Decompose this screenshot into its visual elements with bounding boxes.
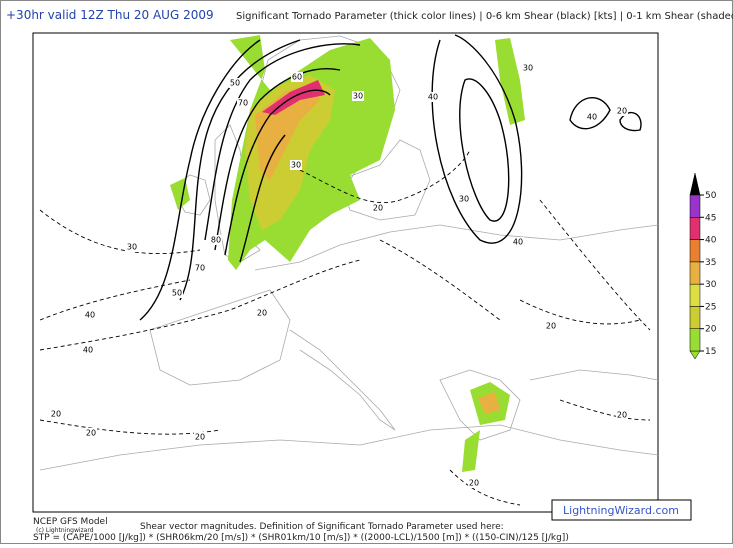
contour-label: 20 xyxy=(617,107,627,116)
label-bg xyxy=(522,63,534,73)
contour-label: 30 xyxy=(353,92,363,101)
shear-contours xyxy=(139,34,642,321)
contour-label: 40 xyxy=(83,346,93,355)
label-bg xyxy=(171,288,183,298)
contour-label: 20 xyxy=(257,309,267,318)
colorbar: 15 20 25 30 35 40 45 50 xyxy=(689,172,717,360)
contour-labels: 50 60 70 30 40 40 30 20 30 40 50 80 70 40 30 20 20 20 20 20… xyxy=(50,63,628,488)
colorbar-label: 45 xyxy=(705,213,716,223)
label-bg xyxy=(126,242,138,252)
label-bg xyxy=(512,237,524,247)
contour-label: 20 xyxy=(86,429,96,438)
label-bg xyxy=(194,263,206,273)
contour-label: 30 xyxy=(523,64,533,73)
shade-15 xyxy=(495,38,525,125)
contour-label: 20 xyxy=(469,479,479,488)
contour-label: 50 xyxy=(172,289,182,298)
shade-15 xyxy=(462,430,480,472)
map-area: 50 60 70 30 40 40 30 20 30 40 50 80 70 40 30 20 20 20 20 20… xyxy=(32,32,659,513)
contour-label: 40 xyxy=(85,311,95,320)
colorbar-band xyxy=(689,239,701,263)
colorbar-label: 40 xyxy=(705,236,717,246)
label-bg xyxy=(82,345,94,355)
label-bg xyxy=(352,91,364,101)
contour-label: 50 xyxy=(230,79,240,88)
colorbar-band xyxy=(689,217,701,240)
colorbar-band xyxy=(689,194,701,218)
contour-label: 70 xyxy=(195,264,205,273)
description: Significant Tornado Parameter (thick col… xyxy=(236,11,733,22)
label-bg xyxy=(290,160,302,170)
copyright: (c) Lightningwizard xyxy=(36,527,94,534)
contour-label: 20 xyxy=(195,433,205,442)
site: LightningWizard.com xyxy=(563,504,679,517)
low-level-contours xyxy=(39,149,651,506)
label-bg xyxy=(372,203,384,213)
label-bg xyxy=(85,428,97,438)
valid-time: +30hr valid 12Z Thu 20 AUG 2009 xyxy=(6,8,214,22)
label-bg xyxy=(237,98,249,108)
colorbar-label: 20 xyxy=(705,325,717,335)
contour-label: 40 xyxy=(587,113,597,122)
label-bg xyxy=(210,235,222,245)
label-bg xyxy=(229,78,241,88)
label-bg xyxy=(194,432,206,442)
contour-label: 60 xyxy=(292,73,302,82)
contour-label: 30 xyxy=(291,161,301,170)
colorbar-label: 35 xyxy=(705,258,716,268)
contour-label: 40 xyxy=(428,93,438,102)
site-box xyxy=(551,499,692,521)
colorbar-label: 15 xyxy=(705,347,716,357)
note: Shear vector magnitudes. Definition of S… xyxy=(140,522,504,532)
colorbar-band xyxy=(689,261,701,285)
model: NCEP GFS Model xyxy=(33,517,108,527)
label-bg xyxy=(468,478,480,488)
colorbar-band xyxy=(689,283,701,307)
colorbar-band xyxy=(689,306,701,329)
shade-30 xyxy=(478,392,500,414)
label-bg xyxy=(545,321,557,331)
colorbar-label: 50 xyxy=(705,191,717,201)
contour-label: 80 xyxy=(211,236,221,245)
formula: STP = (CAPE/1000 [J/kg]) * (SHR06km/20 [… xyxy=(33,533,569,543)
contour-label: 30 xyxy=(459,195,469,204)
contour-label: 40 xyxy=(513,238,523,247)
contour-label: 30 xyxy=(127,243,137,252)
colorbar-label: 30 xyxy=(705,280,717,290)
label-bg xyxy=(458,194,470,204)
contour-label: 20 xyxy=(373,204,383,213)
label-bg xyxy=(616,410,628,420)
contour-label: 20 xyxy=(617,411,627,420)
label-bg xyxy=(427,92,439,102)
label-bg xyxy=(586,112,598,122)
label-bg xyxy=(291,72,303,82)
contour-label: 20 xyxy=(546,322,556,331)
label-bg xyxy=(256,308,268,318)
label-bg xyxy=(616,106,628,116)
contour-label: 70 xyxy=(238,99,248,108)
colorbar-label: 25 xyxy=(705,302,716,312)
colorbar-band xyxy=(689,328,701,352)
label-bg xyxy=(50,409,62,419)
contour-label: 20 xyxy=(51,410,61,419)
label-bg xyxy=(84,310,96,320)
